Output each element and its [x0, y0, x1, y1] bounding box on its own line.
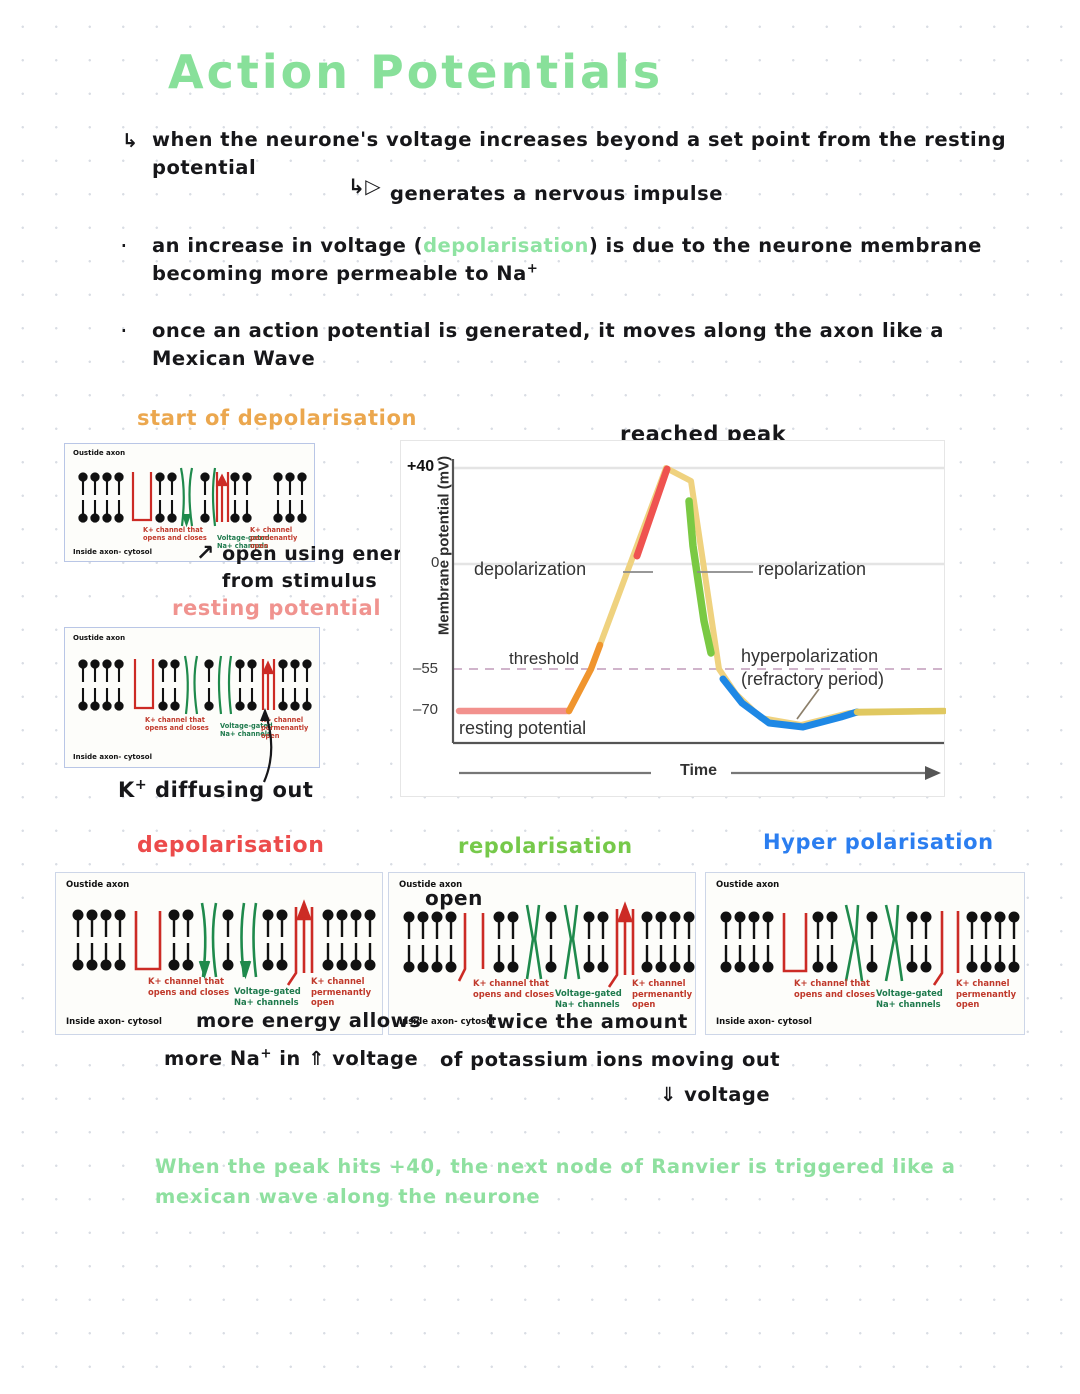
page-title: Action Potentials	[168, 45, 664, 99]
graph-label-threshold: threshold	[509, 649, 579, 668]
annotation-open-using-energy: ↗ open using energy from stimulus	[196, 540, 430, 593]
graph-ytick-55: –55	[413, 660, 439, 677]
annotation-more-na-rest: in ⇑ voltage	[271, 1047, 419, 1070]
pointer-arrow-icon: ↗	[196, 541, 215, 566]
membrane-bilayer-graphic	[78, 467, 307, 528]
membrane-outside-label: Oustide axon	[399, 880, 463, 890]
k-channel-open-label: K+ channel permenantly open	[250, 526, 298, 551]
graph-label-hyperpolarization: hyperpolarization	[741, 646, 879, 666]
k-channel-closes-label: K+ channel that opens and closes	[794, 978, 876, 999]
annotation-k-symbol: K	[118, 778, 135, 802]
annotation-twice-the-amount: twice the amount	[487, 1010, 688, 1033]
annotation-from-stimulus: from stimulus	[222, 569, 378, 592]
membrane-diagram-repolarisation: Oustide axon Inside axon- cytosol	[388, 872, 696, 1035]
annotation-na-superscript: +	[260, 1046, 272, 1062]
k-channel-open-label: K+ channel permenantly open	[632, 978, 693, 1009]
graph-label-repolarization: repolarization	[758, 559, 867, 579]
bullet-dot-2: ·	[120, 232, 128, 260]
graph-ytick-40: +40	[407, 458, 435, 475]
graph-ytick-0: 0	[431, 554, 440, 571]
membrane-diagram-depolarisation: Oustide axon Inside axon- cytosol	[55, 872, 383, 1035]
graph-label-resting-potential: resting potential	[459, 718, 587, 738]
k-channel-open-label: K+ channel permenantly open	[311, 976, 372, 1007]
graph-ytick-70: –70	[413, 701, 439, 718]
annotation-k-diffusing-text: diffusing out	[155, 778, 314, 802]
caption-start-of-depolarisation: start of depolarisation	[137, 406, 418, 430]
membrane-bilayer-graphic	[403, 901, 695, 988]
bullet-dot-3: ·	[120, 317, 128, 345]
graph-label-refractory-period: (refractory period)	[741, 669, 885, 689]
k-channel-closes-label: K+ channel that opens and closes	[148, 976, 230, 997]
annotation-down-voltage: ⇓ voltage	[660, 1083, 771, 1106]
annotation-more-na-in: more Na+ in ⇑ voltage	[164, 1045, 418, 1073]
annotation-of-potassium-ions: of potassium ions moving out	[440, 1048, 781, 1071]
note-bullet-2-pre: an increase in voltage (	[152, 234, 424, 257]
note-bullet-3: once an action potential is generated, i…	[152, 319, 944, 370]
arrow-hook-sub-icon: ↳▷	[348, 174, 382, 198]
graph-label-depolarization: depolarization	[474, 559, 587, 579]
note-bullet-1: when the neurone's voltage increases bey…	[152, 128, 1007, 179]
caption-depolarisation: depolarisation	[137, 833, 325, 858]
na-channels-label: Voltage-gated Na+ channels	[220, 722, 273, 739]
k-channel-open-label: K+ channel permenantly open	[956, 978, 1017, 1009]
membrane-bilayer-graphic	[72, 899, 376, 986]
membrane-inside-label: Inside axon- cytosol	[73, 753, 152, 761]
caption-resting-potential: resting potential	[172, 596, 382, 620]
k-diffusing-arrow-icon	[260, 708, 273, 783]
annotation-more-energy-allows: more energy allows	[196, 1009, 422, 1032]
caption-repolarisation: repolarisation	[458, 834, 633, 858]
membrane-diagram-start-depolarisation: Oustide axon Inside axon- cytosol	[64, 443, 315, 562]
annotation-open-using-energy-line1: open using energy	[222, 543, 430, 565]
k-channel-closes-label: K+ channel that opens and closes	[473, 978, 555, 999]
membrane-outside-label: Oustide axon	[73, 634, 126, 642]
membrane-inside-label: Inside axon- cytosol	[73, 548, 152, 556]
summary-note: When the peak hits +40, the next node of…	[155, 1155, 956, 1209]
k-channel-closes-label: K+ channel that opens and closes	[143, 526, 207, 543]
na-channels-label: Voltage-gated Na+ channels	[217, 534, 270, 551]
caption-hyperpolarisation: Hyper polarisation	[763, 830, 994, 854]
membrane-diagram-hyperpolarisation: Oustide axon Inside axon- cytosol	[705, 872, 1025, 1035]
annotation-k-diffusing-out: K+ diffusing out	[118, 775, 313, 806]
membrane-diagram-resting-potential: Oustide axon Inside axon- cytosol	[64, 627, 320, 768]
arrow-hook-icon: ↳	[122, 130, 139, 152]
annotation-more-na-pre: more Na	[164, 1047, 261, 1070]
annotation-k-superscript: +	[134, 777, 148, 793]
note-bullet-2-highlight: depolarisation	[423, 234, 589, 257]
membrane-bilayer-graphic	[78, 655, 312, 715]
membrane-inside-label: Inside axon- cytosol	[399, 1017, 495, 1027]
na-channels-label: Voltage-gated Na+ channels	[876, 988, 943, 1009]
na-channels-label: Voltage-gated Na+ channels	[555, 988, 622, 1009]
membrane-bilayer-graphic	[720, 904, 1020, 986]
membrane-inside-label: Inside axon- cytosol	[716, 1017, 812, 1027]
membrane-outside-label: Oustide axon	[716, 880, 780, 890]
k-channel-closes-label: K+ channel that opens and closes	[145, 716, 209, 733]
membrane-outside-label: Oustide axon	[66, 880, 130, 890]
membrane-outside-label: Oustide axon	[73, 449, 126, 457]
graph-x-axis-label: Time	[680, 762, 718, 779]
note-bullet-2-superscript: +	[526, 261, 539, 277]
note-bullet-1-sub: generates a nervous impulse	[390, 182, 723, 205]
na-channels-label: Voltage-gated Na+ channels	[234, 986, 301, 1007]
annotation-open: open	[425, 886, 483, 910]
note-bullet-2: an increase in voltage (depolarisation) …	[152, 232, 1032, 287]
graph-plot-area	[451, 459, 946, 780]
action-potential-graph: Membrane potential (mV) +40 0 –55 –70	[400, 440, 946, 797]
membrane-inside-label: Inside axon- cytosol	[66, 1017, 162, 1027]
note-bullet-2-post: ) is due to the neurone membrane becomin…	[152, 234, 982, 285]
